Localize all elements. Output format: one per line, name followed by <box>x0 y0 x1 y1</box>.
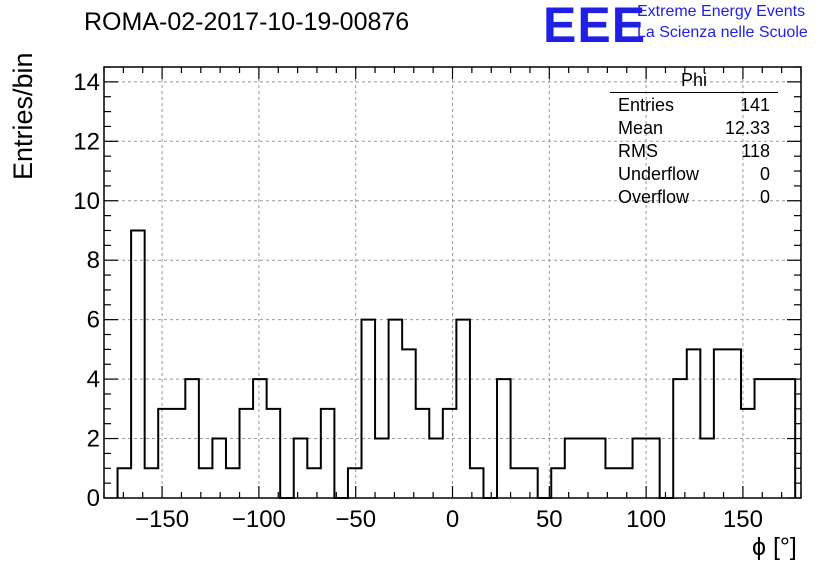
x-axis-label: ϕ [°] <box>752 533 797 561</box>
histogram-bin <box>619 468 633 498</box>
stats-row-mean: Mean 12.33 <box>610 118 778 141</box>
x-tick-label: 150 <box>723 506 763 533</box>
histogram-bin <box>565 439 579 498</box>
stats-label: Entries <box>618 95 675 115</box>
histogram-bin <box>212 439 226 498</box>
histogram-line <box>116 229 797 499</box>
histogram-bin <box>592 439 606 498</box>
histogram-bin <box>267 409 281 498</box>
plot-frame <box>103 66 802 499</box>
stats-row-rms: RMS 118 <box>610 141 778 164</box>
y-tick-label: 4 <box>87 366 100 393</box>
histogram-bin <box>321 409 335 498</box>
y-tick-label: 12 <box>73 128 100 155</box>
histogram-bin <box>700 439 714 498</box>
logo-line-1: Extreme Energy Events <box>637 3 806 20</box>
x-tick-label: 100 <box>626 506 666 533</box>
x-tick-label: −100 <box>232 506 286 533</box>
histogram-bin <box>524 468 538 498</box>
x-tick-label: 50 <box>536 506 563 533</box>
histogram-bin <box>362 320 376 498</box>
stats-value: 0 <box>759 164 770 184</box>
y-axis-label: Entries/bin <box>8 52 38 180</box>
stats-value: 12.33 <box>724 118 770 138</box>
histogram-bin <box>226 468 240 498</box>
x-tick-label: −50 <box>335 506 376 533</box>
logo-line-2: La Scienza nelle Scuole <box>637 24 808 41</box>
y-tick-label: 14 <box>73 69 100 96</box>
histogram-bin <box>158 409 172 498</box>
x-tick-label: 0 <box>446 506 459 533</box>
histogram-bin <box>348 468 362 498</box>
histogram-bin <box>172 409 186 498</box>
histogram-bin <box>443 409 457 498</box>
y-tick-label: 2 <box>87 426 100 453</box>
stats-row-overflow: Overflow 0 <box>610 187 778 210</box>
stats-label: RMS <box>618 141 658 161</box>
histogram-bin <box>633 439 647 498</box>
histogram-bin <box>727 349 741 498</box>
histogram-bin <box>578 439 592 498</box>
stats-value: 141 <box>739 95 770 115</box>
histogram-bin <box>646 439 660 498</box>
y-tick-label: 6 <box>87 307 100 334</box>
histogram-bin <box>307 468 321 498</box>
histogram-bin <box>131 230 145 498</box>
stats-label: Mean <box>618 118 664 138</box>
eee-logo: EEE <box>543 0 647 53</box>
stats-label: Underflow <box>618 164 700 184</box>
histogram-bin <box>714 349 728 498</box>
histogram-bin <box>456 320 470 498</box>
histogram-bin <box>294 439 308 498</box>
stats-label: Overflow <box>618 187 690 207</box>
y-tick-label: 10 <box>73 188 100 215</box>
histogram-bin <box>389 320 403 498</box>
histogram-bin <box>145 468 159 498</box>
histogram-bin <box>375 439 389 498</box>
histogram-bin <box>118 468 132 498</box>
stats-value: 118 <box>741 141 770 161</box>
histogram-bin <box>240 409 254 498</box>
histogram-bin <box>429 439 443 498</box>
histogram-bin <box>551 468 565 498</box>
stats-row-entries: Entries 141 <box>610 95 778 118</box>
stats-name: Phi <box>610 70 778 93</box>
stats-box: Phi Entries 141 Mean 12.33 RMS 118 Under… <box>610 70 778 210</box>
y-tick-label: 0 <box>87 485 100 512</box>
stats-row-underflow: Underflow 0 <box>610 164 778 187</box>
y-tick-label: 8 <box>87 247 100 274</box>
histogram-bin <box>402 349 416 498</box>
histogram-bin <box>416 409 430 498</box>
stats-value: 0 <box>759 187 770 207</box>
plot-title: ROMA-02-2017-10-19-00876 <box>84 8 410 36</box>
histogram-bin <box>687 349 701 498</box>
histogram-bin <box>511 468 525 498</box>
x-tick-label: −150 <box>135 506 189 533</box>
